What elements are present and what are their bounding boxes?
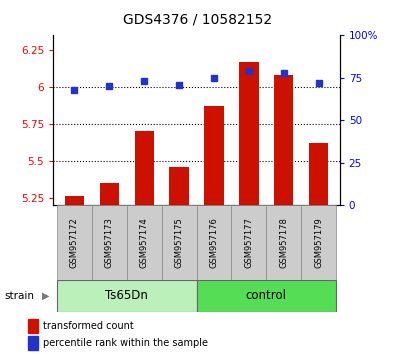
Point bbox=[106, 84, 112, 89]
Bar bbox=[57, 280, 197, 312]
Point bbox=[141, 79, 147, 84]
Point bbox=[176, 82, 182, 87]
Bar bbox=[266, 205, 301, 280]
Bar bbox=[162, 205, 197, 280]
Text: ▶: ▶ bbox=[42, 291, 49, 301]
Bar bbox=[100, 183, 119, 205]
Text: Ts65Dn: Ts65Dn bbox=[105, 289, 148, 302]
Bar bbox=[57, 205, 92, 280]
Text: GDS4376 / 10582152: GDS4376 / 10582152 bbox=[123, 12, 272, 27]
Text: strain: strain bbox=[4, 291, 34, 301]
Text: GSM957177: GSM957177 bbox=[245, 217, 254, 268]
Bar bbox=[65, 196, 84, 205]
Bar bbox=[204, 106, 224, 205]
Text: GSM957175: GSM957175 bbox=[175, 217, 184, 268]
Bar bbox=[301, 205, 336, 280]
Text: GSM957172: GSM957172 bbox=[70, 217, 79, 268]
Point bbox=[316, 80, 322, 86]
Point bbox=[281, 70, 287, 76]
Bar bbox=[197, 205, 231, 280]
Text: transformed count: transformed count bbox=[43, 321, 134, 331]
Bar bbox=[231, 205, 266, 280]
Bar bbox=[274, 75, 293, 205]
Text: GSM957176: GSM957176 bbox=[209, 217, 218, 268]
Point bbox=[246, 68, 252, 74]
Text: GSM957178: GSM957178 bbox=[279, 217, 288, 268]
Point bbox=[71, 87, 77, 93]
Bar bbox=[135, 131, 154, 205]
Bar bbox=[92, 205, 127, 280]
Text: GSM957173: GSM957173 bbox=[105, 217, 114, 268]
Text: GSM957174: GSM957174 bbox=[139, 217, 149, 268]
Text: GSM957179: GSM957179 bbox=[314, 217, 323, 268]
Bar bbox=[239, 62, 258, 205]
Bar bbox=[197, 280, 336, 312]
Point bbox=[211, 75, 217, 81]
Text: control: control bbox=[246, 289, 287, 302]
Bar bbox=[127, 205, 162, 280]
Text: percentile rank within the sample: percentile rank within the sample bbox=[43, 338, 209, 348]
Bar bbox=[169, 167, 189, 205]
Bar bbox=[309, 143, 328, 205]
